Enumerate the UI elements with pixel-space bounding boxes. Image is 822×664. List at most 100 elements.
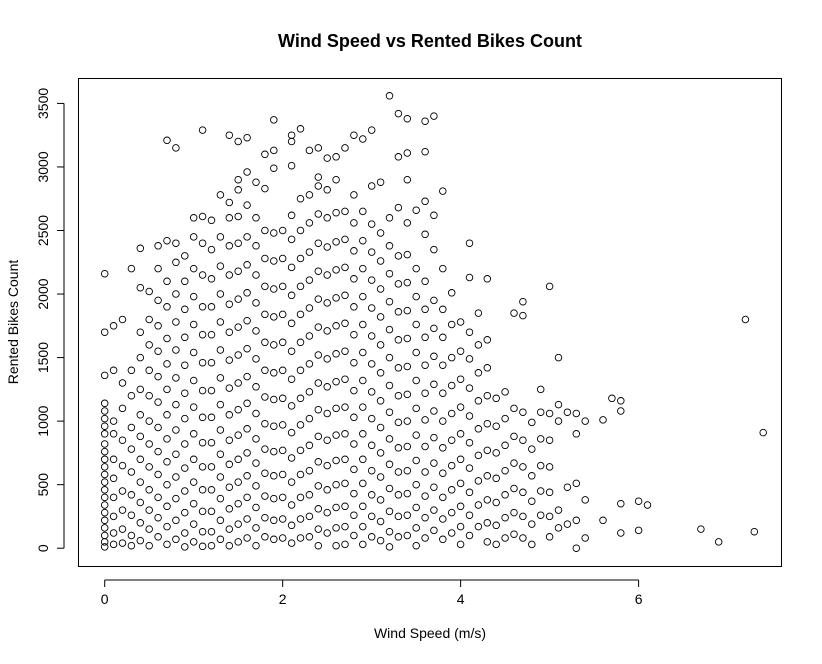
data-point: [225, 483, 234, 491]
data-point: [189, 538, 198, 546]
data-point: [474, 451, 483, 460]
data-point: [341, 502, 349, 511]
data-point: [341, 291, 349, 300]
data-point: [554, 506, 563, 514]
data-point: [456, 375, 465, 383]
data-point: [483, 538, 492, 546]
data-point: [252, 242, 260, 250]
data-point: [367, 388, 376, 396]
data-point: [314, 541, 323, 550]
data-point: [447, 486, 456, 494]
data-point: [456, 455, 465, 464]
data-point: [296, 366, 305, 375]
data-point: [261, 338, 269, 347]
data-point: [376, 313, 385, 321]
data-point: [109, 417, 118, 425]
data-point: [109, 493, 118, 502]
data-point: [385, 408, 394, 416]
data-point: [278, 338, 287, 347]
data-point: [181, 440, 189, 448]
data-point: [287, 501, 296, 509]
data-point: [234, 323, 242, 331]
data-point: [172, 239, 180, 247]
data-point: [439, 361, 447, 369]
data-point: [528, 540, 536, 549]
data-point: [323, 271, 331, 279]
data-point: [127, 468, 136, 476]
data-point: [367, 512, 376, 521]
data-point: [412, 348, 420, 357]
data-point: [305, 512, 314, 521]
data-point: [136, 455, 145, 464]
data-point: [216, 516, 225, 525]
data-point: [403, 149, 412, 157]
data-point: [145, 525, 153, 533]
data-point: [465, 328, 474, 336]
data-point: [394, 391, 403, 400]
data-point: [617, 407, 625, 415]
data-point: [359, 207, 367, 216]
data-point: [350, 247, 358, 255]
data-point: [261, 533, 269, 541]
data-point: [394, 336, 403, 344]
data-point: [367, 441, 376, 450]
data-point: [207, 386, 216, 395]
data-point: [100, 430, 109, 438]
data-point: [332, 350, 340, 358]
chart-title: Wind Speed vs Rented Bikes Count: [278, 31, 582, 51]
data-point: [270, 535, 278, 544]
data-point: [332, 153, 340, 161]
data-point: [305, 248, 314, 256]
data-point: [270, 257, 278, 265]
data-point: [198, 527, 207, 536]
data-point: [323, 508, 331, 517]
data-point: [403, 175, 412, 184]
data-point: [314, 267, 323, 275]
data-point: [341, 540, 349, 549]
data-point: [172, 258, 180, 267]
data-point: [421, 442, 429, 451]
data-point: [456, 479, 465, 488]
data-point: [501, 441, 509, 450]
data-point: [741, 315, 750, 324]
data-point: [439, 389, 447, 397]
x-tick-label: 6: [635, 591, 643, 607]
data-point: [359, 479, 367, 488]
data-point: [572, 430, 581, 438]
data-point: [145, 287, 153, 296]
data-point: [216, 473, 225, 481]
data-point: [394, 153, 403, 161]
data-point: [599, 516, 607, 525]
data-point: [376, 257, 385, 265]
data-point: [528, 472, 536, 480]
data-point: [492, 540, 500, 549]
data-point: [109, 512, 118, 521]
data-point: [234, 405, 242, 414]
data-point: [403, 466, 412, 475]
data-point: [528, 445, 536, 453]
data-point: [243, 472, 251, 480]
data-point: [118, 404, 127, 413]
data-point: [163, 236, 171, 245]
data-point: [296, 125, 305, 133]
data-point: [225, 131, 234, 139]
data-point: [198, 330, 207, 339]
plot-frame: [78, 78, 782, 567]
data-point: [234, 175, 242, 184]
data-point: [617, 397, 625, 405]
data-point: [447, 409, 456, 418]
data-point: [554, 353, 563, 362]
data-point: [145, 486, 153, 494]
data-point: [296, 394, 305, 403]
data-point: [447, 529, 456, 537]
data-point: [341, 263, 349, 272]
data-point: [287, 521, 296, 530]
data-point: [287, 235, 296, 244]
data-point: [350, 131, 358, 139]
data-point: [367, 491, 376, 499]
data-point: [100, 328, 109, 336]
data-point: [332, 456, 340, 465]
data-point: [243, 449, 251, 457]
data-point: [465, 239, 474, 247]
data-point: [100, 399, 109, 408]
